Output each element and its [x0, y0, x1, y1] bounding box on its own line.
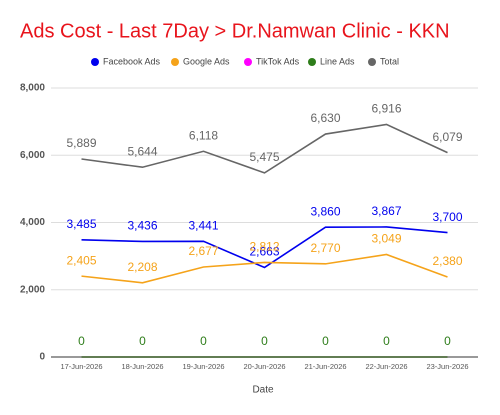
x-tick-label: 22-Jun-2026	[365, 362, 407, 371]
legend-label: Google Ads	[183, 56, 230, 66]
data-label: 2,770	[310, 241, 340, 255]
y-tick-label: 2,000	[20, 284, 45, 295]
legend-marker	[91, 58, 99, 66]
data-label: 0	[322, 334, 329, 348]
data-label: 3,867	[371, 204, 401, 218]
data-label: 2,663	[249, 245, 279, 259]
y-tick-label: 6,000	[20, 150, 45, 161]
legend-label: Line Ads	[320, 56, 355, 66]
x-tick-label: 17-Jun-2026	[60, 362, 102, 371]
series-line	[81, 253, 448, 284]
legend-marker	[368, 58, 376, 66]
data-label: 0	[139, 334, 146, 348]
series-line	[81, 123, 448, 174]
data-label: 3,700	[432, 210, 462, 224]
data-label: 3,441	[188, 218, 218, 232]
y-tick-label: 0	[39, 352, 45, 363]
data-label: 0	[261, 334, 268, 348]
y-tick-label: 8,000	[20, 83, 45, 94]
data-label: 2,677	[188, 244, 218, 258]
legend-marker	[308, 58, 316, 66]
x-tick-label: 19-Jun-2026	[182, 362, 224, 371]
data-label: 2,405	[66, 253, 96, 267]
data-label: 3,436	[127, 219, 157, 233]
data-label: 0	[444, 334, 451, 348]
data-label: 6,630	[310, 111, 340, 125]
data-label: 2,812	[249, 240, 279, 254]
data-label: 5,644	[127, 144, 157, 158]
x-tick-label: 23-Jun-2026	[426, 362, 468, 371]
data-label: 3,049	[371, 232, 401, 246]
data-label: 5,475	[249, 150, 279, 164]
data-label: 3,485	[66, 217, 96, 231]
data-label: 5,889	[66, 136, 96, 150]
legend-label: Facebook Ads	[103, 56, 161, 66]
data-label: 6,079	[432, 130, 462, 144]
y-tick-label: 4,000	[20, 217, 45, 228]
chart-title: Ads Cost - Last 7Day > Dr.Namwan Clinic …	[20, 20, 450, 42]
legend-marker	[244, 58, 252, 66]
data-label: 2,208	[127, 260, 157, 274]
data-label: 3,860	[310, 204, 340, 218]
data-label: 6,118	[189, 128, 218, 142]
x-tick-label: 20-Jun-2026	[243, 362, 285, 371]
data-label: 2,380	[432, 254, 462, 268]
legend-marker	[171, 58, 179, 66]
legend-label: TikTok Ads	[256, 56, 300, 66]
series-line	[81, 226, 448, 269]
legend-label: Total	[380, 56, 399, 66]
data-label: 0	[78, 334, 85, 348]
data-label: 0	[200, 334, 207, 348]
x-tick-label: 21-Jun-2026	[304, 362, 346, 371]
x-axis-title: Date	[252, 385, 274, 396]
data-label: 6,916	[371, 102, 401, 116]
data-label: 0	[383, 334, 390, 348]
x-tick-label: 18-Jun-2026	[121, 362, 163, 371]
